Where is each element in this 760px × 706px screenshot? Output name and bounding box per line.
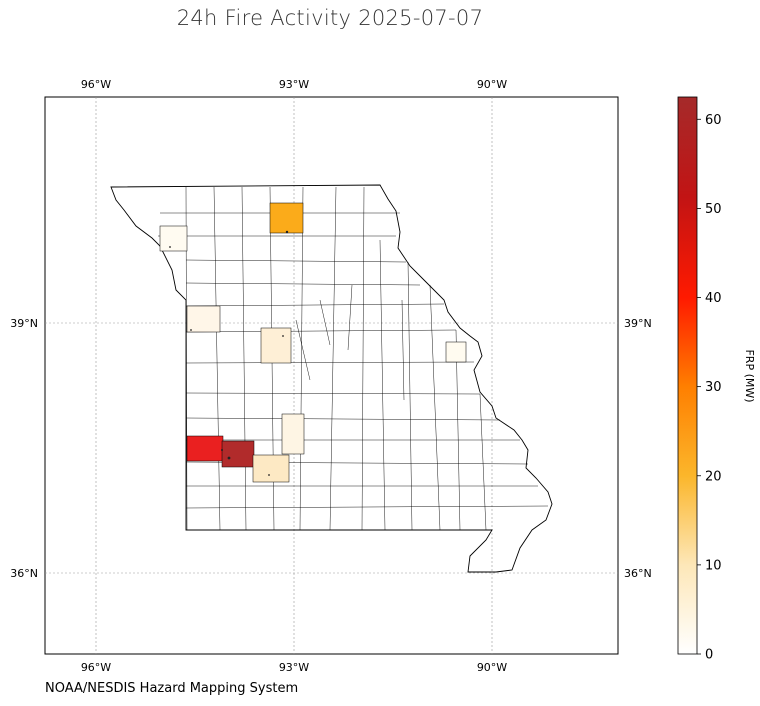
svg-text:96°W: 96°W: [81, 661, 111, 674]
colorbar-tick-label: 40: [705, 291, 722, 306]
county-fire-sw-darkred: [221, 440, 255, 468]
county-fire-north: [269, 202, 304, 234]
lat-ticks-right: 39°N 36°N: [624, 317, 652, 580]
lon-ticks-bottom: 96°W 93°W 90°W: [81, 661, 507, 674]
map-title: 24h Fire Activity 2025-07-07: [176, 6, 484, 30]
svg-text:96°W: 96°W: [81, 78, 111, 91]
colorbar-tick-label: 60: [705, 113, 722, 128]
county-fire-sw-red: [186, 435, 224, 462]
svg-text:39°N: 39°N: [624, 317, 652, 330]
svg-text:93°W: 93°W: [279, 661, 309, 674]
county-fire-east: [445, 341, 467, 363]
colorbar-tick-label: 30: [705, 380, 722, 395]
fire-counties: [159, 202, 467, 483]
county-fire-west: [186, 305, 221, 333]
svg-text:36°N: 36°N: [624, 567, 652, 580]
svg-text:93°W: 93°W: [279, 78, 309, 91]
county-boundaries: [158, 186, 549, 531]
map-frame: [44, 96, 619, 655]
colorbar-label: FRP (MW): [743, 349, 756, 402]
colorbar-ticks: 0 10 20 30 40 50 60: [697, 113, 722, 663]
lon-ticks-top: 96°W 93°W 90°W: [81, 78, 507, 91]
svg-text:90°W: 90°W: [477, 78, 507, 91]
county-fire-northwest: [159, 225, 188, 252]
colorbar-tick-label: 0: [705, 648, 713, 663]
colorbar: 0 10 20 30 40 50 60 FRP (MW): [677, 96, 756, 663]
fire-detections: [169, 230, 289, 476]
data-credit: NOAA/NESDIS Hazard Mapping System: [45, 681, 299, 696]
county-fire-ozark: [281, 413, 305, 455]
lat-ticks-left: 39°N 36°N: [10, 317, 38, 580]
county-fire-sw-light: [252, 454, 290, 483]
colorbar-tick-label: 50: [705, 202, 722, 217]
svg-text:39°N: 39°N: [10, 317, 38, 330]
svg-text:90°W: 90°W: [477, 661, 507, 674]
map-panel: 96°W 93°W 90°W 96°W 93°W 90°W 39°N 36°N …: [10, 78, 652, 674]
svg-text:36°N: 36°N: [10, 567, 38, 580]
missouri-outline: [110, 184, 553, 573]
colorbar-tick-label: 10: [705, 558, 722, 573]
colorbar-tick-label: 20: [705, 469, 722, 484]
colorbar-gradient: [677, 96, 698, 655]
county-fire-central: [260, 327, 292, 364]
gridlines: [45, 97, 618, 654]
